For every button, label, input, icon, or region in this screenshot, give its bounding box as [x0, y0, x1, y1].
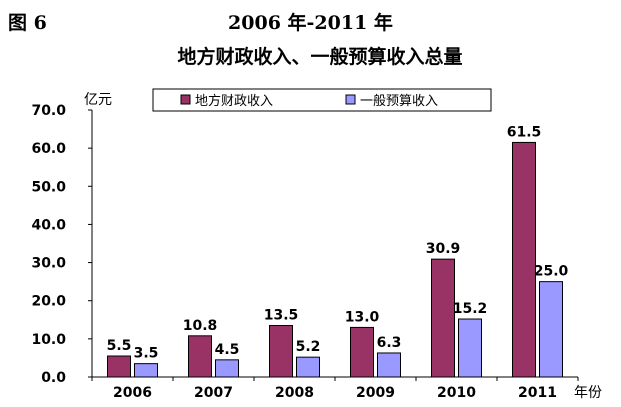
data-label: 15.2 — [453, 301, 488, 317]
chart-title: 地方财政收入、一般预算收入总量 — [177, 46, 463, 68]
data-label: 4.5 — [215, 342, 240, 358]
bar-general-budget-revenue — [377, 352, 401, 378]
data-label: 13.5 — [264, 308, 299, 324]
y-tick-label: 20.0 — [31, 294, 66, 310]
y-tick-label: 0.0 — [41, 370, 66, 386]
bar-local-fiscal-revenue — [188, 335, 212, 378]
data-label: 5.5 — [107, 338, 132, 354]
y-tick-label: 60.0 — [31, 141, 66, 157]
bar-local-fiscal-revenue — [350, 326, 374, 378]
x-tick-label: 2008 — [275, 385, 314, 401]
y-tick-label: 40.0 — [31, 217, 66, 233]
x-tick-label: 2006 — [113, 385, 152, 401]
data-label: 25.0 — [534, 264, 569, 280]
x-tick-label: 2011 — [518, 385, 557, 401]
y-tick-label: 10.0 — [31, 332, 66, 348]
bar-general-budget-revenue — [134, 363, 158, 378]
legend-label: 地方财政收入 — [195, 93, 273, 109]
y-axis-unit-label: 亿元 — [84, 92, 112, 108]
data-label: 3.5 — [134, 346, 159, 362]
data-label: 5.2 — [296, 339, 321, 355]
legend-label: 一般预算收入 — [360, 93, 438, 109]
data-label: 13.0 — [345, 309, 380, 325]
bar-general-budget-revenue — [215, 359, 239, 378]
bar-general-budget-revenue — [458, 318, 482, 378]
x-tick-label: 2007 — [194, 385, 233, 401]
bar-general-budget-revenue — [539, 281, 563, 378]
bar-local-fiscal-revenue — [512, 141, 536, 378]
bar-local-fiscal-revenue — [431, 258, 455, 378]
legend-box — [152, 88, 492, 112]
data-label: 6.3 — [377, 335, 402, 351]
legend-swatch — [180, 94, 191, 105]
data-label: 61.5 — [507, 124, 542, 140]
legend-swatch — [345, 94, 356, 105]
bar-local-fiscal-revenue — [269, 325, 293, 378]
y-tick-label: 30.0 — [31, 256, 66, 272]
x-axis-unit-label: 年份 — [574, 385, 602, 401]
bar-general-budget-revenue — [296, 356, 320, 378]
x-tick-label: 2009 — [356, 385, 395, 401]
y-tick-label: 70.0 — [31, 103, 66, 119]
bar-local-fiscal-revenue — [107, 355, 131, 378]
data-label: 10.8 — [183, 318, 218, 334]
data-label: 30.9 — [426, 241, 461, 257]
chart-title-years: 2006 年-2011 年 — [228, 12, 393, 34]
y-tick-label: 50.0 — [31, 179, 66, 195]
figure-number: 图 6 — [8, 12, 47, 34]
x-tick-label: 2010 — [437, 385, 476, 401]
